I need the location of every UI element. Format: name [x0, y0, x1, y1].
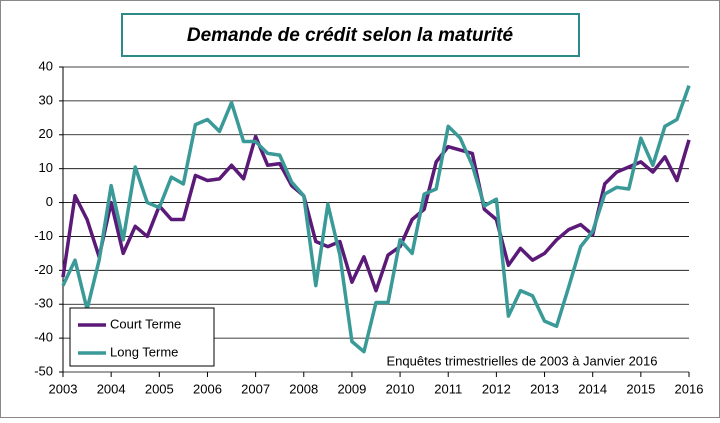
y-tick-label: 30	[39, 92, 53, 107]
title-box	[121, 13, 580, 57]
x-tick-label: 2008	[289, 381, 318, 396]
x-tick-label: 2016	[675, 381, 704, 396]
y-tick-label: -10	[34, 228, 53, 243]
line-series	[61, 134, 691, 293]
legend-box	[69, 307, 215, 367]
x-tick-label: 2014	[578, 381, 607, 396]
y-tick-label: 40	[39, 58, 53, 73]
y-tick-label: -20	[34, 262, 53, 277]
chart-title: Demande de crédit selon la maturité	[187, 25, 514, 46]
x-tick-label: 2004	[97, 381, 126, 396]
legend-label: Court Terme	[110, 316, 181, 331]
x-tick-label: 2010	[386, 381, 415, 396]
x-tick-label: 2006	[193, 381, 222, 396]
y-tick-label: 10	[39, 160, 53, 175]
y-tick-label: -50	[34, 363, 53, 378]
line-series	[61, 85, 691, 354]
x-tick-label: 2007	[241, 381, 270, 396]
y-tick-label: 0	[46, 194, 53, 209]
y-tick-label: -30	[34, 296, 53, 311]
y-tick-label: 20	[39, 126, 53, 141]
x-tick-label: 2003	[49, 381, 78, 396]
x-tick-label: 2009	[337, 381, 366, 396]
y-tick-label: -40	[34, 330, 53, 345]
annotation: Enquêtes trimestrielles de 2003 à Janvie…	[387, 353, 658, 368]
x-tick-label: 2012	[482, 381, 511, 396]
x-tick-label: 2015	[626, 381, 655, 396]
x-tick-label: 2005	[145, 381, 174, 396]
legend: Court Terme Long Terme	[69, 307, 215, 367]
x-tick-label: 2011	[434, 381, 462, 396]
legend-label: Long Terme	[110, 344, 178, 359]
x-tick-label: 2013	[530, 381, 559, 396]
